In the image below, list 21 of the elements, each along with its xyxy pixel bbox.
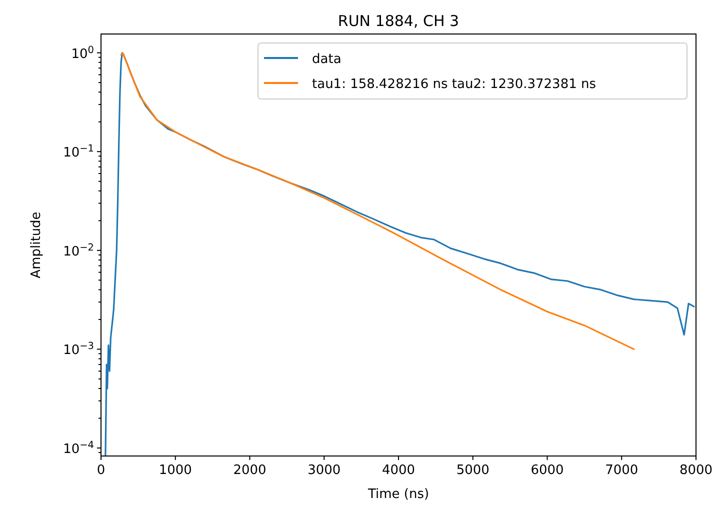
legend-label: data bbox=[312, 52, 342, 67]
x-tick-label: 1000 bbox=[158, 463, 192, 478]
x-axis-title: Time (ns) bbox=[366, 487, 430, 502]
x-tick-label: 6000 bbox=[530, 463, 564, 478]
y-tick-label: 10$^{−3}$ bbox=[63, 340, 94, 358]
y-tick-label: 10$^{−2}$ bbox=[63, 242, 94, 260]
y-tick-label: 10$^{0}$ bbox=[71, 44, 94, 62]
x-tick-label: 2000 bbox=[233, 463, 266, 478]
x-tick-label: 7000 bbox=[605, 463, 638, 478]
x-tick-label: 8000 bbox=[679, 463, 713, 478]
y-axis-title: Amplitude bbox=[29, 212, 44, 278]
chart-title: RUN 1884, CH 3 bbox=[338, 12, 460, 30]
legend-label: tau1: 158.428216 ns tau2: 1230.372381 ns bbox=[312, 77, 596, 92]
x-tick-label: 0 bbox=[96, 463, 106, 478]
line-series bbox=[120, 52, 635, 350]
y-tick-label: 10$^{−1}$ bbox=[63, 143, 94, 161]
x-tick-label: 4000 bbox=[382, 463, 416, 478]
x-tick-label: 5000 bbox=[456, 463, 490, 478]
x-tick-label: 3000 bbox=[308, 463, 341, 478]
y-tick-label: 10$^{−4}$ bbox=[63, 440, 94, 458]
line-series bbox=[104, 52, 695, 456]
